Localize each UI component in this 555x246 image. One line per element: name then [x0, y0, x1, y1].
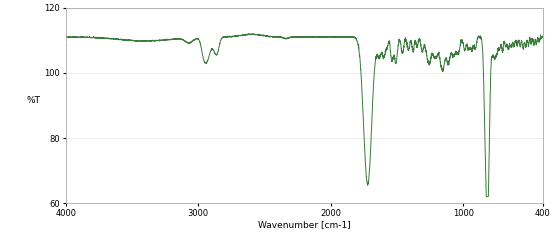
X-axis label: Wavenumber [cm-1]: Wavenumber [cm-1] [258, 220, 351, 230]
Y-axis label: %T: %T [27, 96, 41, 106]
